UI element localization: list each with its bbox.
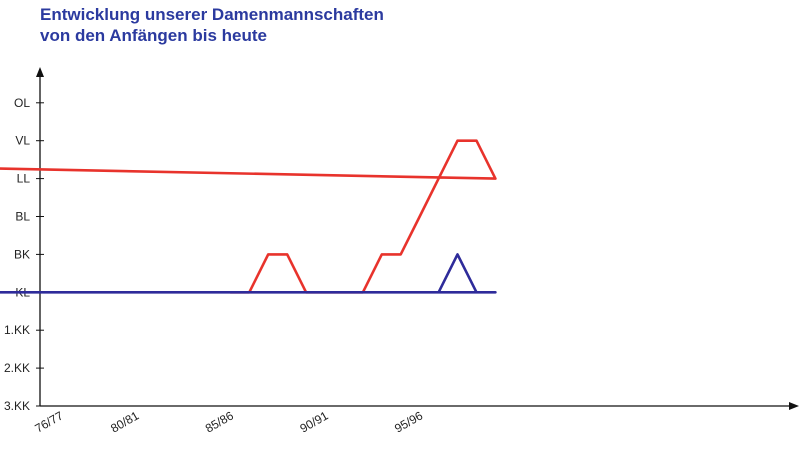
- chart-title-line-2: von den Anfängen bis heute: [40, 26, 267, 45]
- x-tick-label: 80/81: [108, 408, 141, 435]
- y-tick-label: BL: [15, 210, 30, 224]
- series-line-1: [0, 139, 497, 294]
- chart-title: Entwicklung unserer Damenmannschaften vo…: [40, 4, 384, 46]
- x-tick-label: 95/96: [392, 408, 425, 435]
- y-tick-label: 1.KK: [4, 323, 30, 337]
- y-tick-label: OL: [14, 96, 30, 110]
- y-tick-label: VL: [15, 134, 30, 148]
- series-line-2: [0, 253, 497, 294]
- y-tick-label: LL: [17, 172, 31, 186]
- chart-title-line-1: Entwicklung unserer Damenmannschaften: [40, 5, 384, 24]
- x-tick-label: 76/77: [32, 408, 65, 435]
- y-tick-label: 3.KK: [4, 399, 30, 413]
- x-tick-label: 90/91: [298, 408, 331, 435]
- y-tick-label: BK: [14, 247, 30, 261]
- y-axis-arrow: [36, 67, 44, 77]
- y-tick-label: 2.KK: [4, 361, 30, 375]
- x-axis-arrow: [789, 402, 799, 410]
- x-tick-label: 85/86: [203, 408, 236, 435]
